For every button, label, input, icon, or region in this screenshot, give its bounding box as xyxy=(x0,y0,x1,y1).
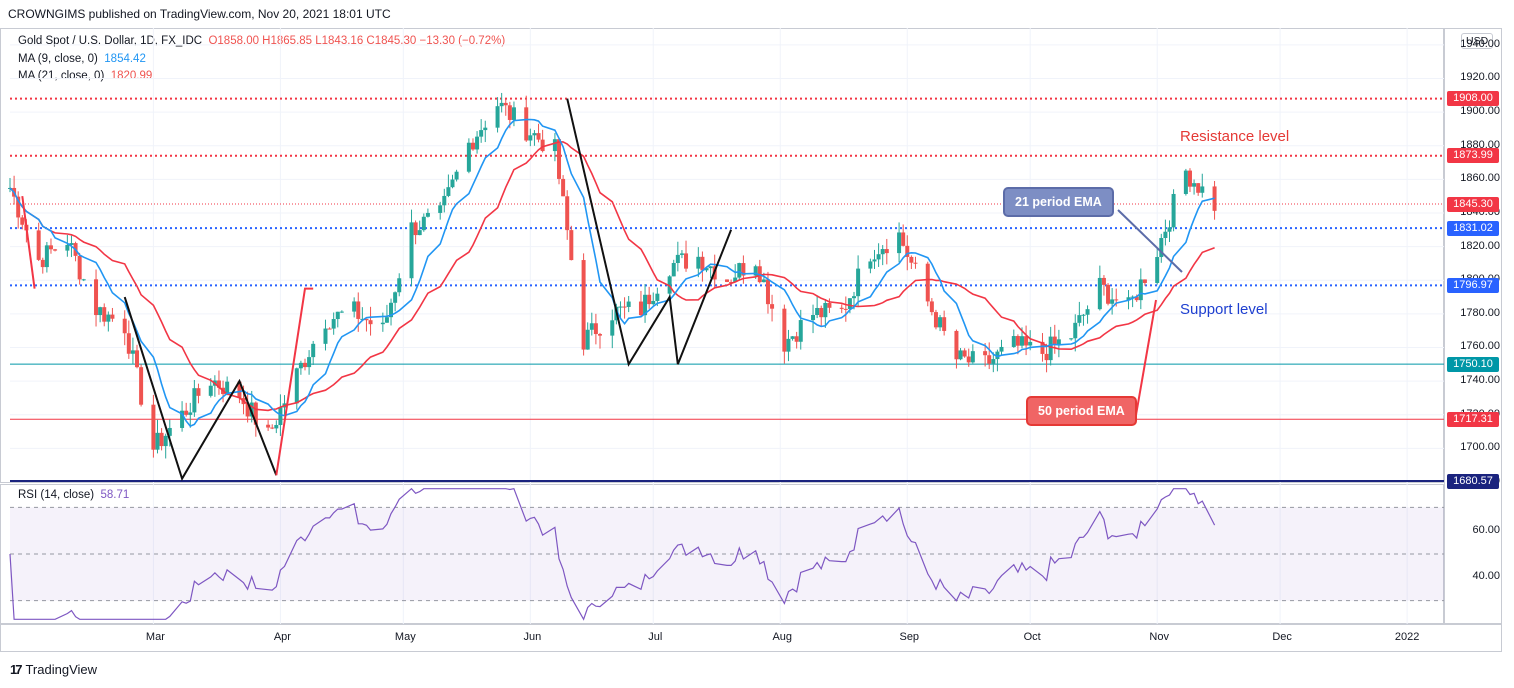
publisher-header: CROWNGIMS published on TradingView.com, … xyxy=(8,7,391,21)
month-label: 2022 xyxy=(1394,631,1420,643)
legend-ohlc: O1858.00 H1865.85 L1843.16 C1845.30 −13.… xyxy=(208,35,506,47)
price-tick: 1780.00 xyxy=(1460,306,1500,319)
price-tick: 1900.00 xyxy=(1460,105,1500,118)
price-tag: 1845.30 xyxy=(1447,196,1499,212)
price-tag: 1873.99 xyxy=(1447,148,1499,164)
month-label: Sep xyxy=(899,631,920,643)
month-label: Jul xyxy=(648,631,663,643)
month-label: Mar xyxy=(145,631,165,643)
price-tick: 1760.00 xyxy=(1460,340,1500,353)
month-label: Jun xyxy=(523,631,542,643)
ema21-callout: 21 period EMA xyxy=(1003,187,1114,217)
month-label: Apr xyxy=(273,631,291,643)
price-tick: 1940.00 xyxy=(1460,37,1500,50)
support-label: Support level xyxy=(1180,301,1268,318)
price-tag: 1717.31 xyxy=(1447,411,1499,427)
price-tick: 1860.00 xyxy=(1460,172,1500,185)
month-label: Aug xyxy=(772,631,793,643)
price-tag: 1680.57 xyxy=(1447,473,1499,489)
tradingview-brand[interactable]: 17 TradingView xyxy=(10,662,97,677)
legend-rsi-row[interactable]: RSI (14, close) 58.71 xyxy=(18,489,129,501)
legend-ma9-label: MA (9, close, 0) xyxy=(18,53,98,65)
legend-symbol-row: Gold Spot / U.S. Dollar, 1D, FX_IDC O185… xyxy=(18,35,505,47)
price-tick: 1820.00 xyxy=(1460,239,1500,252)
month-label: Nov xyxy=(1149,631,1169,643)
legend-ma9-row[interactable]: MA (9, close, 0) 1854.42 xyxy=(18,53,146,65)
month-label: Oct xyxy=(1023,631,1041,643)
legend-rsi-label: RSI (14, close) xyxy=(18,489,95,501)
brand-label: TradingView xyxy=(25,662,98,677)
price-tick: 1920.00 xyxy=(1460,71,1500,84)
month-label: Dec xyxy=(1272,631,1292,643)
legend-rsi-value: 58.71 xyxy=(100,489,130,501)
ema50-callout: 50 period EMA xyxy=(1026,396,1137,426)
rsi-tick: 60.00 xyxy=(1472,523,1500,536)
legend-ma21-row[interactable]: MA (21, close, 0) 1820.99 xyxy=(18,70,152,82)
currency-button[interactable]: USD xyxy=(1461,33,1494,49)
pane-frame xyxy=(0,28,1444,483)
pane-frame xyxy=(0,624,1502,652)
legend-ma9-value: 1854.42 xyxy=(104,53,146,65)
price-tag: 1796.97 xyxy=(1447,277,1499,293)
price-tag: 1908.00 xyxy=(1447,91,1499,107)
price-tag: 1750.10 xyxy=(1447,356,1499,372)
pane-frame xyxy=(0,484,1444,624)
price-tick: 1700.00 xyxy=(1460,441,1500,454)
pane-frame xyxy=(1444,28,1502,624)
legend-ma21-value: 1820.99 xyxy=(110,70,153,82)
price-tick: 1740.00 xyxy=(1460,374,1500,387)
tradingview-logo-icon: 17 xyxy=(10,662,23,677)
legend-symbol[interactable]: Gold Spot / U.S. Dollar, 1D, FX_IDC xyxy=(18,35,203,47)
price-tag: 1831.02 xyxy=(1447,220,1499,236)
resistance-label: Resistance level xyxy=(1180,128,1290,145)
legend-ma21-label: MA (21, close, 0) xyxy=(18,70,105,82)
rsi-tick: 40.00 xyxy=(1472,570,1500,583)
price-tick: 1880.00 xyxy=(1460,138,1500,151)
month-label: May xyxy=(394,631,416,643)
